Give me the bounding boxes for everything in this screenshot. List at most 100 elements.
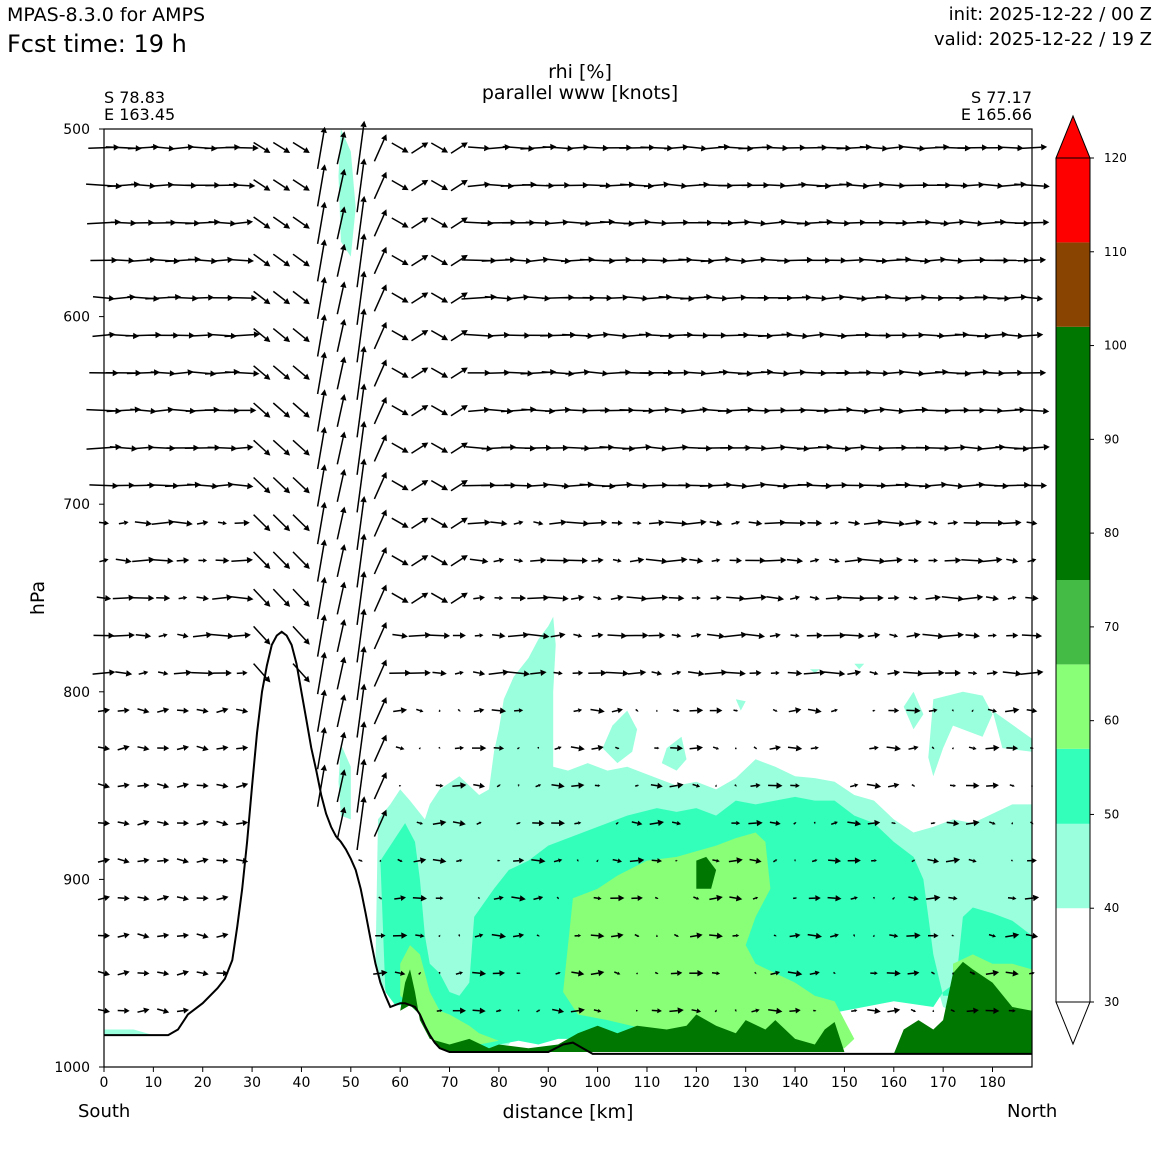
wind-arrow-head [877,519,885,526]
wind-arrow-shaft [968,746,974,749]
wind-arrow-head [756,519,763,527]
wind-arrow-head [441,371,449,378]
wind-arrow-shaft [394,897,401,900]
wind-arrow-head [441,409,449,416]
wind-arrow-head [760,594,768,601]
wind-arrow-shaft [107,183,135,188]
wind-arrow-head [1043,444,1050,451]
wind-arrow-head [557,897,559,900]
wind-arrow-shaft [253,179,266,189]
wind-arrow-head [421,142,429,149]
wind-arrow-shaft [961,558,979,562]
wind-arrow-shaft [925,597,936,600]
rhi-region-57 [563,832,855,1052]
wind-arrow-shaft [965,634,975,637]
wind-arrow-shaft [772,708,776,712]
wind-arrow-head [461,254,468,261]
wind-arrow-shaft [117,784,125,788]
wind-arrow-head [381,697,387,704]
wind-arrow-shaft [450,332,464,342]
wind-arrow-shaft [430,367,444,376]
wind-arrow-head [637,784,639,787]
wind-arrow-shaft [373,251,385,275]
wind-arrow-head [816,632,823,639]
wind-arrow-shaft [862,409,881,413]
wind-arrow-shaft [590,708,599,712]
wind-arrow-shaft [906,934,915,937]
wind-arrow-head [439,747,441,749]
wind-arrow-head [523,631,530,639]
wind-arrow-shaft [316,282,325,320]
wind-arrow-shaft [316,169,325,207]
wind-arrow-shaft [216,747,224,750]
wind-arrow-head [933,708,938,713]
wind-arrow-head [283,600,291,607]
wind-arrow-shaft [117,709,125,712]
wind-arrow-shaft [356,126,365,175]
wind-arrow-shaft [316,545,325,582]
wind-arrow-head [934,594,941,601]
wind-arrow-shaft [157,821,164,824]
wind-arrow-head [973,670,978,676]
wind-arrow-shaft [316,357,325,395]
wind-arrow-head [253,370,260,377]
wind-arrow-shaft [668,596,679,599]
wind-arrow-head [253,331,260,338]
wind-arrow-head [242,670,248,676]
wind-arrow-head [264,675,271,683]
wind-arrow-head [498,784,501,787]
wind-arrow-shaft [553,671,559,674]
wind-arrow-head [998,519,1004,527]
wind-arrow-shaft [764,184,781,187]
wind-arrow-head [401,334,409,341]
wind-arrow-shaft [801,296,822,300]
wind-arrow-head [162,895,170,901]
wind-arrow-head [182,857,189,864]
wind-arrow-head [617,971,621,975]
wind-arrow-shaft [807,933,817,937]
wind-arrow-head [424,669,431,677]
wind-arrow-head [303,222,310,229]
wind-arrow-head [381,359,387,367]
wind-arrow-shaft [487,371,505,375]
wind-arrow-head [441,597,449,603]
wind-arrow-shaft [663,371,684,374]
wind-arrow-shaft [768,1009,777,1012]
wind-arrow-shaft [886,746,896,749]
wind-arrow-head [283,486,291,494]
wind-arrow-shaft [535,784,539,788]
wind-arrow-shaft [863,521,879,525]
wind-arrow-head [736,857,743,864]
wind-arrow-head [460,632,466,639]
wind-arrow-shaft [712,859,717,862]
wind-arrow-head [755,747,758,750]
wind-arrow-head [163,782,170,789]
wind-arrow-shaft [336,287,344,315]
wind-arrow-shaft [336,512,344,540]
wind-arrow-head [543,594,550,601]
wind-arrow-head [992,708,997,713]
wind-arrow-shaft [648,522,659,525]
wind-arrow-shaft [411,370,424,379]
wind-arrow-shaft [764,521,781,525]
wind-arrow-head [143,970,150,977]
wind-arrow-shaft [1014,221,1044,225]
wind-arrow-head [780,557,787,564]
wind-arrow-shaft [171,146,189,150]
wind-arrow-shaft [356,501,365,550]
wind-arrow-head [183,895,189,902]
wind-arrow-shaft [866,783,876,787]
wind-arrow-shaft [137,896,145,900]
wind-arrow-head [103,895,110,901]
wind-arrow-head [283,449,291,456]
wind-arrow-shaft [673,933,678,937]
wind-arrow-head [401,296,409,303]
wind-arrow-head [618,894,625,902]
wind-arrow-shaft [272,365,286,377]
wind-arrow-shaft [850,897,855,900]
wind-arrow-head [360,383,367,390]
wind-arrow-head [263,373,271,380]
x-tick-label: 130 [732,1075,759,1091]
wind-arrow-head [796,557,804,564]
colorbar-tick-label: 110 [1104,245,1127,259]
